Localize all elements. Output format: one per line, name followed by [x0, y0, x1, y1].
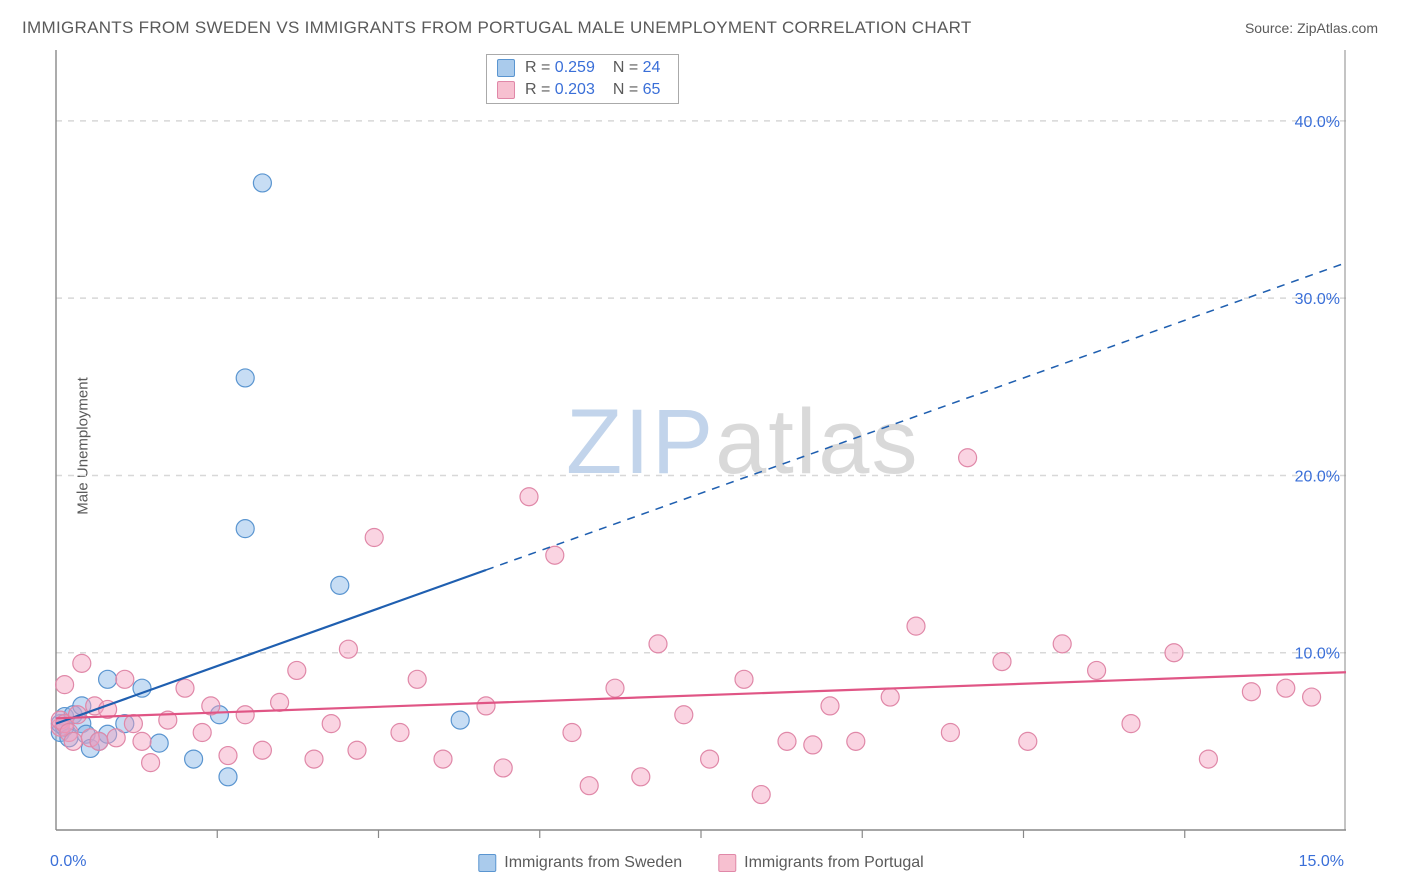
- legend-label: Immigrants from Sweden: [504, 854, 682, 872]
- svg-text:30.0%: 30.0%: [1295, 291, 1340, 308]
- svg-text:40.0%: 40.0%: [1295, 114, 1340, 131]
- legend-correlation: R = 0.259 N = 24 R = 0.203 N = 65: [486, 54, 679, 104]
- legend-label: Immigrants from Portugal: [744, 854, 924, 872]
- swatch-pink-icon: [718, 854, 736, 872]
- svg-text:20.0%: 20.0%: [1295, 468, 1340, 485]
- plot-svg: 10.0%20.0%30.0%40.0%0.0%15.0%: [56, 50, 1346, 830]
- source-label: Source: ZipAtlas.com: [1245, 20, 1378, 36]
- plot-area: ZIPatlas 10.0%20.0%30.0%40.0%0.0%15.0% R…: [56, 50, 1346, 830]
- svg-text:0.0%: 0.0%: [50, 853, 86, 870]
- swatch-pink-icon: [497, 81, 515, 99]
- legend-row-sweden: R = 0.259 N = 24: [497, 59, 660, 77]
- legend-series: Immigrants from Sweden Immigrants from P…: [478, 854, 923, 872]
- legend-row-portugal: R = 0.203 N = 65: [497, 81, 660, 99]
- legend-item-sweden: Immigrants from Sweden: [478, 854, 682, 872]
- chart-title: IMMIGRANTS FROM SWEDEN VS IMMIGRANTS FRO…: [22, 18, 972, 38]
- swatch-blue-icon: [478, 854, 496, 872]
- swatch-blue-icon: [497, 59, 515, 77]
- svg-text:10.0%: 10.0%: [1295, 646, 1340, 663]
- svg-text:15.0%: 15.0%: [1299, 853, 1344, 870]
- legend-item-portugal: Immigrants from Portugal: [718, 854, 924, 872]
